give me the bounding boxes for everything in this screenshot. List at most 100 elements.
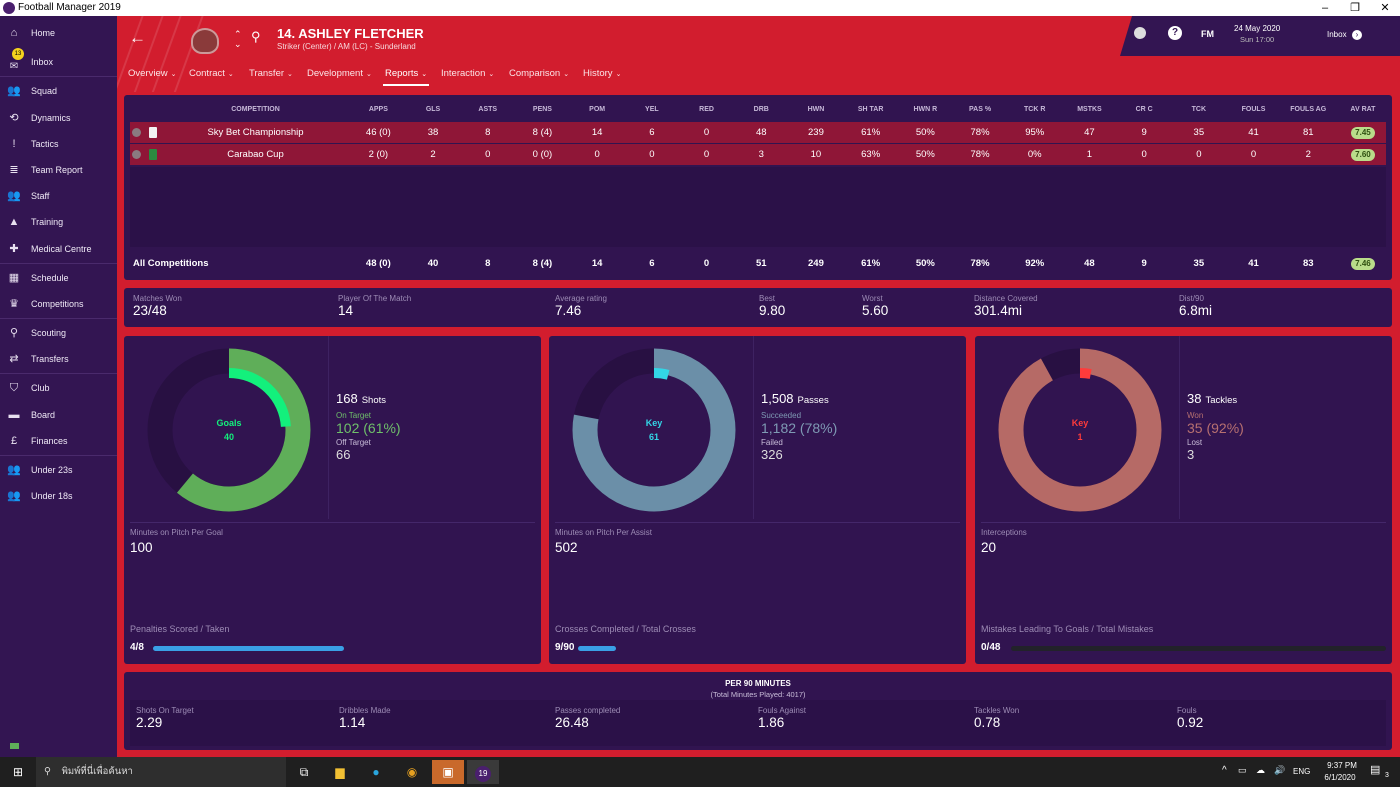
stat-cell: 0 xyxy=(1141,149,1147,160)
inbox-continue-button[interactable]: Inbox xyxy=(1327,30,1347,39)
stat-cell: 10 xyxy=(810,149,822,160)
sidebar-item-under-18s[interactable]: 👥 Under 18s xyxy=(0,484,117,508)
continue-arrow-icon[interactable]: › xyxy=(1352,30,1362,40)
tab-contract[interactable]: Contract ⌄ xyxy=(189,68,234,79)
sidebar-item-squad[interactable]: 👥 Squad xyxy=(0,79,117,103)
summary-stat: Dist/90 6.8mi xyxy=(1179,294,1212,318)
football-manager-taskbar-icon[interactable]: 19 xyxy=(467,760,499,784)
sidebar-item-home[interactable]: ⌂ Home xyxy=(0,21,117,45)
sidebar-item-finances[interactable]: £ Finances xyxy=(0,429,117,453)
tab-interaction[interactable]: Interaction ⌄ xyxy=(441,68,494,79)
column-header[interactable]: MSTKS xyxy=(1077,106,1102,113)
tab-transfer[interactable]: Transfer ⌄ xyxy=(249,68,293,79)
onedrive-cloud-icon[interactable]: ☁ xyxy=(1256,765,1265,775)
column-header[interactable]: HWN R xyxy=(913,106,938,113)
column-header[interactable]: PENS xyxy=(532,106,552,113)
competition-name[interactable]: Carabao Cup xyxy=(227,149,284,160)
column-header[interactable]: GLS xyxy=(425,106,441,113)
fm-logo[interactable]: FM xyxy=(1201,29,1214,39)
player-switch-chevrons-icon[interactable]: ⌃ ⌄ xyxy=(234,29,242,49)
clock-time[interactable]: 9:37 PM xyxy=(1327,761,1357,770)
clock-date[interactable]: 6/1/2020 xyxy=(1324,773,1356,782)
sidebar-item-board[interactable]: ▬ Board xyxy=(0,403,117,427)
notifications-icon[interactable]: ▤ xyxy=(1370,764,1381,776)
windows-start-icon[interactable]: ⊞ xyxy=(12,765,24,779)
file-explorer-icon[interactable]: ▆ xyxy=(335,765,345,779)
column-header[interactable]: APPS xyxy=(368,106,388,113)
task-view-icon[interactable]: ⧉ xyxy=(299,765,309,779)
sidebar-item-staff[interactable]: 👥 Staff xyxy=(0,184,117,208)
column-header[interactable]: HWN xyxy=(807,106,825,113)
column-header[interactable]: CR C xyxy=(1135,106,1153,113)
column-header[interactable]: SH TAR xyxy=(857,106,884,113)
column-header[interactable]: TCK R xyxy=(1024,106,1046,113)
maximize-button[interactable]: ❐ xyxy=(1350,2,1360,14)
breakdown-label: Off Target xyxy=(336,438,371,447)
bar-label: Penalties Scored / Taken xyxy=(130,624,230,634)
column-header[interactable]: YEL xyxy=(645,106,659,113)
total-row[interactable]: All Competitions 48 (0) 40 8 8 (4) 14 6 0 51 249 6… xyxy=(130,253,1386,274)
table-row[interactable]: Sky Bet Championship 46 (0) 38 8 8 (4) 14 6 0 48… xyxy=(130,122,1386,143)
stat-cell: 40 xyxy=(427,258,439,269)
search-icon[interactable]: ⚲ xyxy=(251,29,261,44)
language-indicator[interactable]: ENG xyxy=(1293,767,1311,776)
total-label: Shots xyxy=(361,395,386,406)
edge-icon[interactable]: ● xyxy=(372,765,380,779)
stat-cell: 0 xyxy=(485,149,491,160)
sidebar-item-competitions[interactable]: ♛ Competitions xyxy=(0,292,117,316)
stat-cell: 61% xyxy=(861,127,881,138)
volume-icon[interactable]: 🔊 xyxy=(1274,765,1286,775)
tab-history[interactable]: History ⌄ xyxy=(583,68,621,79)
sidebar-item-label: Dynamics xyxy=(31,113,71,123)
column-header[interactable]: FOULS xyxy=(1241,106,1266,113)
sidebar-item-dynamics[interactable]: ⟲ Dynamics xyxy=(0,106,117,130)
close-button[interactable]: ✕ xyxy=(1380,2,1390,14)
column-header[interactable]: DRB xyxy=(753,106,769,113)
chrome-icon[interactable]: ◉ xyxy=(406,765,418,779)
competition-name[interactable]: Sky Bet Championship xyxy=(207,127,304,138)
competition-logo-icon xyxy=(149,127,157,138)
sidebar-item-schedule[interactable]: ▦ Schedule xyxy=(0,266,117,290)
taskbar-search-input[interactable]: ⚲ พิมพ์ที่นี่เพื่อค้นหา xyxy=(36,757,286,787)
column-header[interactable]: RED xyxy=(699,106,714,113)
column-header[interactable]: PAS % xyxy=(969,106,992,113)
tab-development[interactable]: Development ⌄ xyxy=(307,68,372,79)
sidebar-item-label: Finances xyxy=(31,436,68,446)
sidebar-item-training[interactable]: ▲ Training xyxy=(0,210,117,234)
world-icon[interactable] xyxy=(1134,27,1146,39)
help-icon[interactable]: ? xyxy=(1168,26,1182,40)
column-header[interactable]: COMPETITION xyxy=(231,106,280,113)
stat-cell: 8 (4) xyxy=(532,127,553,138)
table-row[interactable]: Carabao Cup 2 (0) 2 0 0 (0) 0 0 0 3 10 63% 50% 78% 0%… xyxy=(130,144,1386,165)
sidebar-item-tactics[interactable]: ! Tactics xyxy=(0,132,117,156)
sidebar-item-transfers[interactable]: ⇄ Transfers xyxy=(0,347,117,371)
sidebar-item-team-report[interactable]: ≣ Team Report xyxy=(0,158,117,182)
sidebar-item-medical-centre[interactable]: ✚ Medical Centre xyxy=(0,237,117,261)
stat-label: Interceptions xyxy=(981,528,1027,537)
column-header[interactable]: POM xyxy=(589,106,606,113)
column-header[interactable]: FOULS AG xyxy=(1290,106,1327,113)
donut-inner-arc xyxy=(1018,368,1142,492)
back-arrow-icon[interactable]: ← xyxy=(129,28,146,47)
column-header[interactable]: ASTS xyxy=(478,106,498,113)
sidebar-divider xyxy=(0,373,117,374)
tab-reports[interactable]: Reports ⌄ xyxy=(382,68,430,86)
sidebar-item-club[interactable]: ⛉ Club xyxy=(0,376,117,400)
sidebar-item-scouting[interactable]: ⚲ Scouting xyxy=(0,321,117,345)
total-label: Tackles xyxy=(1205,395,1238,406)
sidebar-item-label: Scouting xyxy=(31,328,67,338)
sidebar-item-inbox[interactable]: ✉ 13 Inbox xyxy=(0,48,117,74)
stat-label: Player Of The Match xyxy=(338,294,412,303)
network-icon[interactable]: ▭ xyxy=(1238,765,1247,775)
stat-value: 0.92 xyxy=(1177,715,1204,730)
stat-cell: 2 xyxy=(1305,149,1311,160)
tab-comparison[interactable]: Comparison ⌄ xyxy=(509,68,569,79)
tab-overview[interactable]: Overview ⌄ xyxy=(128,68,176,79)
tray-chevron-icon[interactable]: ^ xyxy=(1222,765,1227,776)
column-header[interactable]: AV RAT xyxy=(1350,106,1376,113)
minimize-button[interactable]: – xyxy=(1321,2,1329,14)
sidebar-item-under-23s[interactable]: 👥 Under 23s xyxy=(0,458,117,482)
column-header[interactable]: TCK xyxy=(1191,106,1207,113)
stat-cell: 0 xyxy=(1196,149,1202,160)
app-icon[interactable]: ▣ xyxy=(432,760,464,784)
